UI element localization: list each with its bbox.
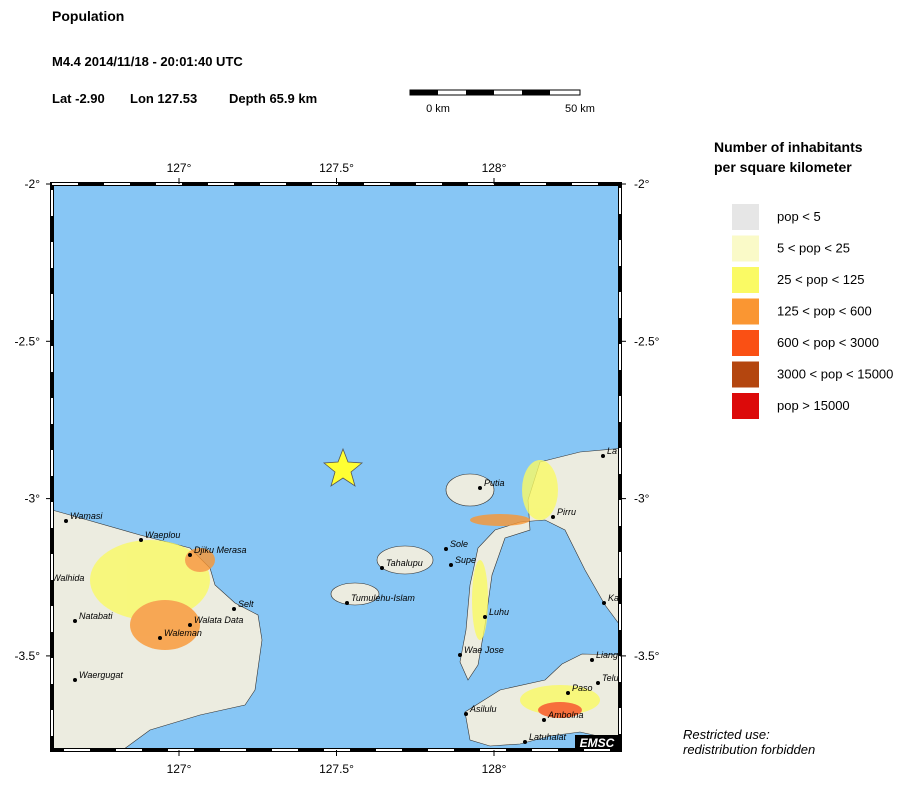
place-dot [444, 547, 448, 551]
place-dot [542, 718, 546, 722]
place-label: Natabati [79, 611, 114, 621]
legend-swatch [732, 267, 759, 293]
legend-swatch [732, 330, 759, 356]
legend-swatch [732, 361, 759, 388]
lon-label: 127° [167, 762, 192, 776]
latitude: Lat -2.90 [52, 91, 105, 106]
place-label: Waergugat [79, 670, 123, 680]
lon-label: 127° [167, 161, 192, 175]
notice: redistribution forbidden [683, 742, 815, 757]
legend-swatch [732, 298, 759, 325]
place-dot [232, 607, 236, 611]
legend-swatch [732, 204, 759, 230]
place-dot [345, 601, 349, 605]
place-label: Wamasi [70, 511, 103, 521]
place-label: Tumulehu-Islam [351, 593, 415, 603]
legend-label: 3000 < pop < 15000 [777, 367, 893, 382]
depth: Depth 65.9 km [229, 91, 317, 106]
place-dot [590, 658, 594, 662]
scale-bar: 0 km 50 km [409, 89, 595, 115]
lat-label: -3.5° [15, 649, 41, 663]
place-dot [523, 740, 527, 744]
lat-label: -2.5° [634, 334, 660, 348]
place-dot [551, 515, 555, 519]
title: Population [52, 8, 124, 24]
place-dot [139, 538, 143, 542]
lon-label: 128° [482, 161, 507, 175]
lat-label: -2.5° [15, 334, 41, 348]
place-label: Waeplou [145, 530, 180, 540]
place-label: Luhu [489, 607, 509, 617]
logo: EMSC [580, 736, 615, 750]
place-dot [73, 678, 77, 682]
place-label: Walata Data [194, 615, 243, 625]
scale-start: 0 km [426, 103, 450, 115]
legend-swatch [732, 393, 759, 419]
lat-label: -3° [25, 492, 41, 506]
place-dot [73, 619, 77, 623]
lon-label: 127.5° [319, 161, 354, 175]
place-label: Pirru [557, 507, 576, 517]
map-area: Wamasi Waeplou Djiku Merasa Walhida Natabati… [52, 184, 620, 750]
place-label: Telu [602, 673, 619, 683]
place-dot [64, 519, 68, 523]
notice: Restricted use: [683, 727, 770, 742]
place-label: Latuhalat [529, 732, 567, 742]
place-label: Liang [596, 650, 618, 660]
place-label: Tahalupu [386, 558, 423, 568]
lon-label: 128° [482, 762, 507, 776]
place-label: Wae Jose [464, 645, 504, 655]
place-dot [478, 486, 482, 490]
place-dot [188, 553, 192, 557]
place-label: Putia [484, 478, 505, 488]
lat-label: -3° [634, 492, 650, 506]
lat-label: -3.5° [634, 649, 660, 663]
scale-end: 50 km [565, 103, 595, 115]
place-dot [596, 681, 600, 685]
place-dot [458, 653, 462, 657]
legend-swatch [732, 235, 759, 262]
place-label: La [607, 446, 617, 456]
longitude: Lon 127.53 [130, 91, 197, 106]
legend-label: 5 < pop < 25 [777, 241, 850, 256]
place-label: Supe [455, 555, 476, 565]
place-dot [464, 712, 468, 716]
place-dot [449, 563, 453, 567]
place-label: Ka [608, 593, 619, 603]
place-dot [158, 636, 162, 640]
legend-title: per square kilometer [714, 159, 852, 175]
event-info: M4.4 2014/11/18 - 20:01:40 UTC [52, 54, 243, 69]
legend-label: 25 < pop < 125 [777, 272, 864, 287]
epicenter [322, 447, 364, 487]
legend-label: pop > 15000 [777, 398, 850, 413]
legend-label: 125 < pop < 600 [777, 304, 872, 319]
place-label: Walhida [52, 573, 84, 583]
lat-label: -2° [634, 177, 650, 191]
place-dot [380, 566, 384, 570]
place-label: Paso [572, 683, 593, 693]
place-label: Sole [450, 539, 468, 549]
legend-title: Number of inhabitants [714, 139, 863, 155]
place-dot [483, 615, 487, 619]
place-label: Selt [238, 599, 254, 609]
place-label: Waleman [164, 628, 202, 638]
legend-label: 600 < pop < 3000 [777, 335, 879, 350]
lat-label: -2° [25, 177, 41, 191]
place-dot [601, 454, 605, 458]
place-label: Asilulu [469, 704, 497, 714]
lon-label: 127.5° [319, 762, 354, 776]
place-label: Djiku Merasa [194, 545, 247, 555]
place-dot [566, 691, 570, 695]
place-dot [188, 623, 192, 627]
place-label: Ambolna [547, 710, 584, 720]
place-dot [602, 601, 606, 605]
legend-label: pop < 5 [777, 209, 821, 224]
